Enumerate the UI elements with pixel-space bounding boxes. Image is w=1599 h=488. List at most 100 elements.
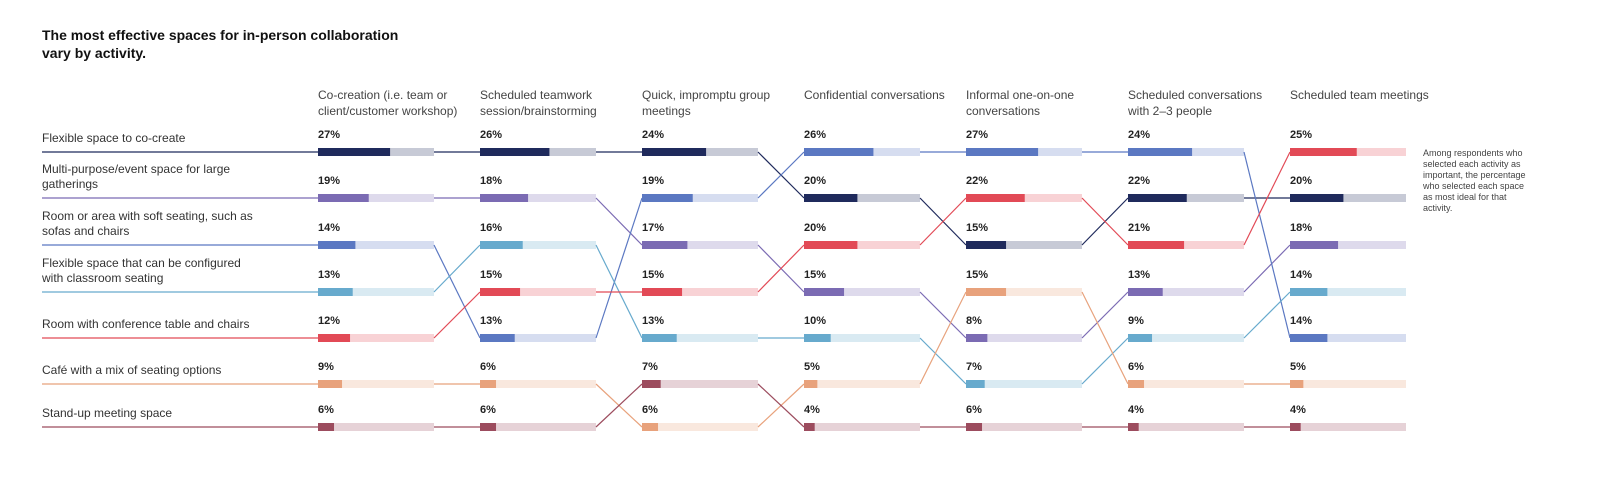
value-label: 15% (966, 222, 988, 234)
row-label: Café with a mix of seating options (42, 363, 222, 377)
bar (642, 288, 683, 296)
value-label: 22% (1128, 175, 1150, 187)
bar (1128, 334, 1153, 342)
bar-track (1128, 334, 1244, 342)
connector (757, 151, 805, 199)
bar (966, 288, 1007, 296)
bar (1128, 380, 1145, 388)
value-label: 7% (642, 361, 658, 373)
chart-title: The most effective spaces for in-person … (42, 27, 399, 61)
value-label: 27% (966, 129, 988, 141)
bar (480, 423, 497, 431)
bar (1128, 148, 1193, 156)
bar (804, 148, 874, 156)
value-label: 6% (480, 404, 496, 416)
value-label: 20% (804, 222, 826, 234)
bar-track (1290, 334, 1406, 342)
bar (642, 194, 693, 202)
connector (757, 383, 805, 428)
value-label: 6% (480, 361, 496, 373)
connector (1081, 291, 1129, 339)
connector (1081, 291, 1129, 385)
value-label: 22% (966, 175, 988, 187)
value-label: 6% (1128, 361, 1144, 373)
bar (1290, 380, 1304, 388)
bar-track (642, 241, 758, 249)
bar (1290, 241, 1339, 249)
column-header: Scheduled conversations with 2–3 people (1128, 88, 1263, 118)
value-label: 13% (318, 269, 340, 281)
bar-track (318, 194, 434, 202)
bar-track (1290, 288, 1406, 296)
bar (642, 148, 707, 156)
connector (433, 244, 481, 293)
value-label: 19% (642, 175, 664, 187)
bar-track (1290, 194, 1406, 202)
value-label: 14% (318, 222, 340, 234)
column-header: Scheduled team meetings (1290, 88, 1429, 102)
connector (1243, 151, 1291, 246)
connector (919, 291, 967, 339)
bar-track (642, 380, 758, 388)
value-label: 13% (642, 315, 664, 327)
bar (966, 148, 1039, 156)
value-label: 13% (1128, 269, 1150, 281)
value-label: 14% (1290, 269, 1312, 281)
bar (1290, 194, 1344, 202)
bar-track (480, 288, 596, 296)
bar (804, 194, 858, 202)
column-header: Co-creation (i.e. team or client/custome… (318, 88, 458, 118)
bar-track (966, 423, 1082, 431)
row-label: Stand-up meeting space (42, 406, 173, 420)
bar (966, 241, 1007, 249)
bar (804, 380, 818, 388)
bar (318, 334, 351, 342)
bar (1128, 194, 1187, 202)
column-header: Informal one-on-one conversations (966, 88, 1075, 118)
value-label: 15% (642, 269, 664, 281)
value-label: 12% (318, 315, 340, 327)
bar-track (804, 194, 920, 202)
value-label: 18% (480, 175, 502, 187)
value-label: 24% (642, 129, 664, 141)
bar (480, 148, 550, 156)
bar (480, 241, 523, 249)
bar (1128, 241, 1185, 249)
connector (757, 244, 805, 293)
bar (318, 148, 391, 156)
bar (804, 288, 845, 296)
bar (804, 334, 831, 342)
value-label: 13% (480, 315, 502, 327)
bar-track (966, 241, 1082, 249)
bar-track (1290, 380, 1406, 388)
bar (1290, 334, 1328, 342)
connector (919, 337, 967, 385)
value-label: 8% (966, 315, 982, 327)
bar-track (804, 423, 920, 431)
bar (480, 194, 529, 202)
value-label: 9% (318, 361, 334, 373)
bar-track (804, 241, 920, 249)
bar-track (966, 288, 1082, 296)
bar (642, 380, 661, 388)
row-label: Multi-purpose/event space for large gath… (42, 162, 231, 191)
connector (1081, 197, 1129, 246)
bar-track (480, 423, 596, 431)
bar (642, 334, 677, 342)
value-label: 10% (804, 315, 826, 327)
bar-track (318, 423, 434, 431)
bar-track (1128, 241, 1244, 249)
value-label: 24% (1128, 129, 1150, 141)
bar-track (804, 380, 920, 388)
bar-track (1128, 288, 1244, 296)
value-label: 9% (1128, 315, 1144, 327)
value-label: 19% (318, 175, 340, 187)
value-label: 14% (1290, 315, 1312, 327)
note: Among respondents who selected each acti… (1423, 148, 1526, 213)
bar-track (480, 241, 596, 249)
value-label: 27% (318, 129, 340, 141)
bar-track (804, 288, 920, 296)
bar (318, 194, 369, 202)
bar (1290, 423, 1301, 431)
